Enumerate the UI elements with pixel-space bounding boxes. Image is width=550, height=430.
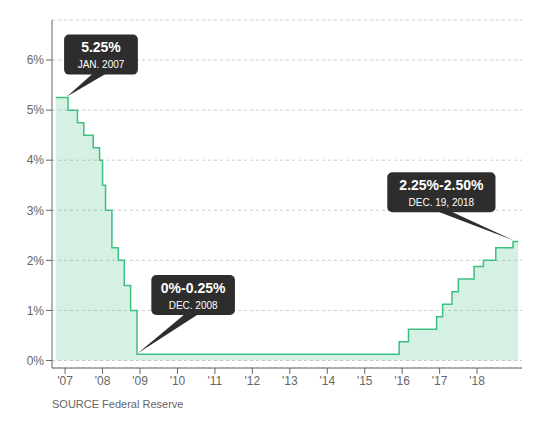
svg-text:0%-0.25%: 0%-0.25% (161, 280, 226, 296)
svg-text:'18: '18 (469, 374, 485, 388)
svg-text:0%: 0% (27, 354, 45, 368)
svg-text:4%: 4% (27, 153, 45, 167)
svg-text:5%: 5% (27, 103, 45, 117)
svg-text:DEC. 2008: DEC. 2008 (169, 300, 218, 311)
svg-text:1%: 1% (27, 304, 45, 318)
svg-text:'15: '15 (357, 374, 373, 388)
svg-text:'11: '11 (208, 374, 223, 388)
svg-text:3%: 3% (27, 204, 45, 218)
svg-text:DEC. 19, 2018: DEC. 19, 2018 (409, 197, 475, 208)
svg-text:'07: '07 (57, 374, 73, 388)
svg-text:'13: '13 (282, 374, 298, 388)
svg-text:'09: '09 (132, 374, 148, 388)
svg-text:2.25%-2.50%: 2.25%-2.50% (399, 177, 484, 193)
svg-text:'14: '14 (319, 374, 335, 388)
svg-text:6%: 6% (27, 53, 45, 67)
svg-text:'08: '08 (95, 374, 111, 388)
svg-text:'12: '12 (245, 374, 261, 388)
svg-text:'10: '10 (170, 374, 186, 388)
svg-text:5.25%: 5.25% (81, 39, 121, 55)
svg-text:JAN. 2007: JAN. 2007 (78, 59, 125, 70)
svg-text:'17: '17 (432, 374, 448, 388)
svg-text:'16: '16 (394, 374, 410, 388)
svg-text:2%: 2% (27, 254, 45, 268)
html-text:SOURCE Federal Reserve: SOURCE Federal Reserve (52, 398, 184, 410)
